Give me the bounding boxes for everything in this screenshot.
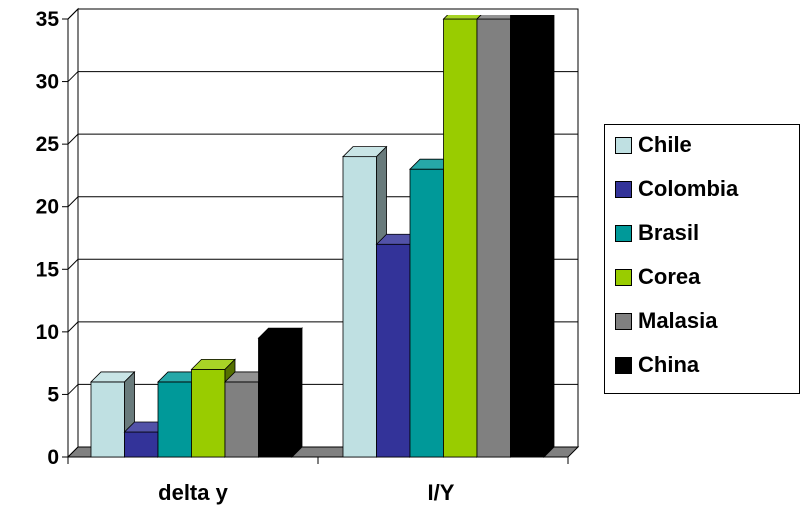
y-tick-label: 35 [36, 8, 60, 31]
legend-swatch [615, 312, 632, 330]
bar-front [191, 368, 226, 458]
bar-top [476, 15, 516, 20]
legend-item-corea: Corea [615, 264, 701, 289]
gridline-side [67, 133, 79, 145]
bar-china-0 [257, 327, 303, 458]
y-tick-label: 25 [36, 133, 60, 156]
bar-front [342, 156, 377, 458]
bar-front [258, 337, 293, 458]
bar-chile-0 [90, 370, 136, 458]
bars [90, 15, 555, 458]
bar-front [476, 18, 511, 458]
y-axis-ticks: 0 5 10 15 20 25 30 35 [36, 8, 69, 469]
x-axis-categories: delta y I/Y [67, 457, 569, 505]
legend-label: Colombia [638, 176, 739, 201]
legend-item-china: China [615, 352, 700, 377]
legend-label: Chile [638, 132, 692, 157]
legend-swatch [615, 224, 632, 242]
legend-swatch [615, 356, 632, 374]
bar-china-1 [510, 15, 555, 458]
bar-side [543, 15, 555, 458]
y-tick-label: 5 [47, 383, 59, 406]
bar-front [224, 381, 259, 458]
bar-front [124, 431, 159, 458]
gridline-side [67, 196, 79, 208]
y-tick-label: 20 [36, 196, 59, 219]
gridline-side [67, 71, 79, 82]
bar-front [443, 18, 478, 458]
legend-swatch [615, 268, 632, 286]
y-tick-label: 10 [36, 321, 59, 344]
x-category-label: I/Y [428, 480, 455, 505]
bar-front [157, 381, 192, 458]
gridline-side [67, 321, 79, 333]
legend-swatch [615, 180, 632, 198]
gridline-side [67, 8, 79, 20]
legend-label: Brasil [638, 220, 700, 245]
gridline-side [67, 258, 79, 270]
x-category-label: delta y [158, 480, 228, 505]
legend-item-chile: Chile [615, 132, 692, 157]
y-tick-label: 15 [36, 258, 60, 281]
legend: Chile Colombia Brasil Corea Malasia China [604, 124, 800, 394]
bar-top [442, 15, 482, 20]
y-tick-label: 0 [47, 446, 59, 469]
bar-front [90, 381, 125, 458]
bar-front [409, 168, 444, 458]
legend-item-brasil: Brasil [615, 220, 700, 245]
legend-label: China [638, 352, 700, 377]
gridline-side [67, 384, 79, 395]
bar-side [291, 327, 303, 458]
bar-front [510, 15, 545, 458]
legend-label: Malasia [638, 308, 718, 333]
legend-item-colombia: Colombia [615, 176, 739, 201]
legend-swatch [615, 136, 632, 154]
y-tick-label: 30 [36, 71, 59, 94]
legend-item-malasia: Malasia [615, 308, 718, 333]
bar-front [376, 243, 411, 458]
legend-label: Corea [638, 264, 701, 289]
